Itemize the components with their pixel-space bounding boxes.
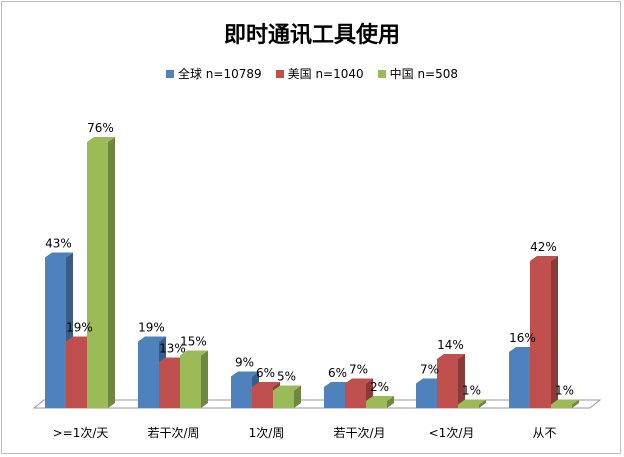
bar-top	[551, 399, 579, 405]
category-label: 1次/周	[249, 426, 285, 440]
bar-side	[551, 256, 558, 408]
bar-side	[294, 385, 301, 408]
bar-front	[530, 261, 551, 408]
data-label: 6%	[328, 366, 347, 380]
bar-front	[252, 387, 273, 408]
bar-front	[66, 341, 87, 408]
category-label: 若干次/周	[147, 426, 199, 440]
category-label: >=1次/天	[53, 426, 109, 440]
bar-top	[437, 354, 465, 359]
legend-item-usa: 美国 n=1040	[275, 65, 364, 82]
bar-front	[416, 383, 437, 408]
legend-swatch-global	[165, 69, 174, 78]
bar-0-2	[87, 137, 115, 408]
bar-front	[273, 390, 294, 408]
bars-group	[45, 137, 579, 408]
data-label: 16%	[509, 331, 536, 345]
data-label: 19%	[138, 321, 165, 335]
bar-front	[366, 401, 387, 408]
bar-front	[458, 404, 479, 408]
bar-4-1	[437, 354, 465, 408]
bar-5-1	[530, 256, 558, 408]
bar-top	[180, 350, 208, 356]
category-label: 从不	[532, 426, 556, 440]
data-label: 1%	[555, 384, 574, 398]
bar-3-2	[366, 396, 394, 408]
bar-top	[273, 385, 301, 391]
bar-front	[45, 257, 66, 408]
bar-front	[345, 383, 366, 408]
category-label: <1次/月	[429, 426, 475, 440]
bar-front	[509, 352, 530, 408]
bar-front	[87, 142, 108, 408]
data-label: 2%	[370, 380, 389, 394]
bar-front	[138, 341, 159, 408]
bar-front	[159, 362, 180, 408]
bar-top	[366, 396, 394, 401]
data-label: 43%	[45, 237, 72, 251]
bar-top	[530, 256, 558, 261]
bar-front	[437, 359, 458, 408]
data-label: 19%	[66, 321, 93, 335]
bar-top	[138, 336, 166, 342]
bar-side	[387, 396, 394, 408]
bar-side	[479, 399, 486, 408]
bar-1-2	[180, 350, 208, 408]
bar-top	[345, 378, 373, 384]
bar-front	[551, 404, 572, 408]
bar-front	[324, 387, 345, 408]
bar-top	[87, 137, 115, 142]
legend: 全球 n=10789 美国 n=1040 中国 n=508	[0, 65, 624, 82]
bar-side	[201, 350, 208, 408]
data-label: 9%	[235, 356, 254, 370]
data-label: 1%	[462, 384, 481, 398]
bar-top	[458, 399, 486, 405]
data-label: 13%	[159, 342, 186, 356]
bar-5-2	[551, 399, 579, 408]
legend-label-global: 全球 n=10789	[177, 67, 262, 81]
bar-side	[458, 354, 465, 408]
chart-title: 即时通讯工具使用	[223, 23, 400, 48]
labels-group: 43%19%76%>=1次/天19%13%15%若干次/周9%6% 5%1次/周6…	[45, 121, 574, 440]
bar-front	[231, 376, 252, 408]
data-label: 7%	[420, 363, 439, 377]
bar-2-2	[273, 385, 301, 408]
bar-front	[180, 355, 201, 408]
legend-label-china: 中国 n=508	[389, 67, 459, 81]
legend-item-global: 全球 n=10789	[165, 65, 262, 82]
legend-item-china: 中国 n=508	[377, 65, 459, 82]
bar-4-2	[458, 399, 486, 408]
legend-swatch-usa	[275, 69, 284, 78]
bar-side	[572, 399, 579, 408]
data-label: 14%	[437, 338, 464, 352]
data-label: 15%	[180, 335, 207, 349]
data-label: 6%	[256, 366, 275, 380]
bar-top	[231, 371, 259, 377]
data-label: 7%	[349, 363, 368, 377]
legend-swatch-china	[377, 69, 386, 78]
data-label: 42%	[530, 240, 557, 254]
data-label: 76%	[87, 121, 114, 135]
category-label: 若干次/月	[333, 426, 385, 440]
bar-side	[108, 137, 115, 408]
legend-label-usa: 美国 n=1040	[287, 67, 364, 81]
bar-top	[45, 252, 73, 258]
bar-top	[252, 382, 280, 387]
data-label: 5%	[277, 370, 296, 384]
